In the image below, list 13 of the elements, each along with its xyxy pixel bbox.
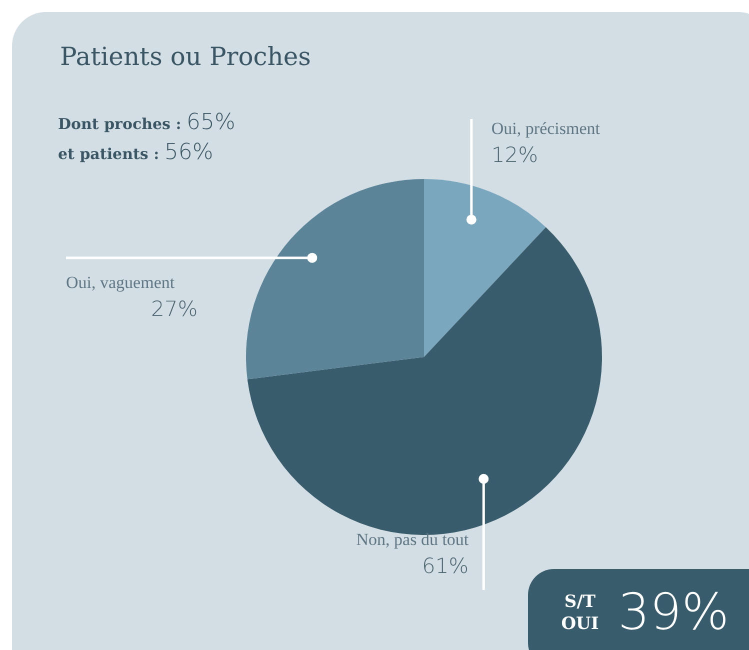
pie-slice xyxy=(247,227,602,535)
data-label: 61% xyxy=(422,554,469,578)
slice-label: Oui, précisment xyxy=(491,119,600,138)
slice-label: Oui, vaguement xyxy=(66,272,175,292)
chart-title: Patients ou Proches xyxy=(60,42,312,71)
text: Dont proches : 65% xyxy=(58,110,236,135)
data-label: 12% xyxy=(491,143,538,167)
pie-slice xyxy=(246,179,424,380)
text: S/T OUI 39% xyxy=(560,583,730,641)
text: et patients : 56% xyxy=(58,140,214,165)
slice-label: Non, pas du tout xyxy=(356,530,469,549)
pie-slice xyxy=(424,179,546,357)
data-label: 27% xyxy=(151,296,198,321)
